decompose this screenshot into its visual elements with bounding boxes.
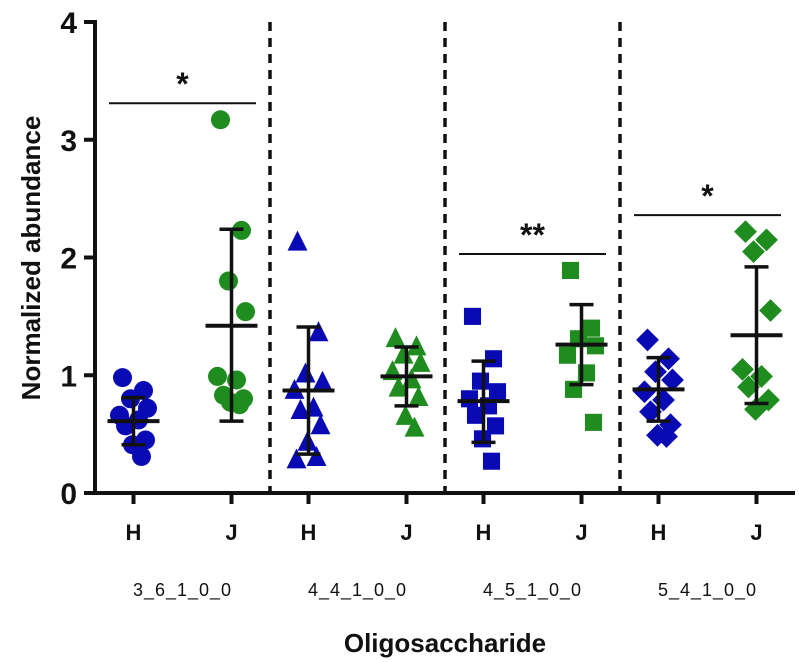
y-tick-label: 4 (60, 7, 77, 40)
group-label: H (651, 520, 667, 545)
y-tick-label: 1 (60, 360, 77, 393)
data-point (584, 413, 603, 431)
category-label: 5_4_1_0_0 (658, 580, 757, 601)
data-point (633, 380, 656, 404)
group-label: H (476, 520, 492, 545)
group-label: J (575, 520, 587, 545)
data-point (385, 327, 406, 348)
data-point (287, 230, 308, 251)
group-label: H (126, 520, 142, 545)
category-labels: H J 3_6_1_0_0 H J 4_4_1_0_0 H J 4_5_1_0_0 H J 5_4_1… (126, 520, 763, 601)
group-label: H (301, 520, 317, 545)
group-label: J (225, 520, 237, 545)
group-label: J (400, 520, 412, 545)
data-point (482, 452, 501, 470)
data-point (404, 416, 425, 437)
data-point (393, 343, 414, 364)
category-label: 3_6_1_0_0 (133, 580, 232, 601)
category-label: 4_5_1_0_0 (483, 580, 582, 601)
data-point (230, 395, 249, 415)
error-bars (107, 227, 783, 456)
data-point (636, 328, 659, 352)
data-point (312, 370, 333, 391)
data-point (236, 302, 255, 322)
data-point (295, 362, 316, 383)
category-label: 4_4_1_0_0 (308, 580, 407, 601)
x-axis-title: Oligosaccharide (344, 628, 546, 658)
data-point (488, 383, 507, 401)
data-point (208, 366, 227, 386)
data-point (310, 414, 331, 435)
data-point (290, 399, 311, 419)
data-point (755, 228, 778, 252)
data-point (408, 386, 429, 407)
data-point (286, 448, 307, 469)
data-point (471, 372, 490, 390)
data-point (395, 404, 416, 425)
data-point (661, 368, 684, 392)
data-point (639, 400, 662, 424)
significance-annotations: **** (109, 66, 781, 255)
axes: 0 1 2 3 4 (60, 7, 795, 511)
data-point (486, 417, 505, 435)
data-point (211, 110, 230, 130)
data-point (132, 446, 151, 466)
data-point (737, 375, 760, 399)
y-tick-label: 3 (60, 125, 77, 158)
significance-label: ** (520, 217, 545, 253)
significance-label: * (701, 178, 714, 214)
data-points (110, 110, 782, 470)
data-point (460, 390, 479, 408)
data-point (484, 350, 503, 368)
data-point (759, 299, 782, 322)
data-point (306, 446, 327, 467)
data-point (308, 321, 329, 342)
y-axis-title: Normalized abundance (16, 116, 46, 401)
data-point (742, 240, 765, 264)
data-point (731, 357, 754, 381)
data-point (113, 368, 132, 388)
data-point (466, 406, 485, 424)
panel-separators (268, 22, 622, 493)
data-point (558, 346, 577, 364)
y-tick-label: 0 (60, 478, 77, 511)
data-point (561, 261, 580, 280)
data-point (734, 220, 757, 243)
data-point (219, 271, 238, 291)
group-label: J (750, 520, 762, 545)
y-tick-label: 2 (60, 243, 77, 276)
data-point (644, 360, 667, 384)
significance-label: * (176, 66, 189, 102)
data-point (463, 307, 482, 325)
data-point (655, 425, 678, 448)
data-point (410, 351, 431, 372)
data-point (388, 376, 409, 397)
data-point (582, 319, 601, 337)
